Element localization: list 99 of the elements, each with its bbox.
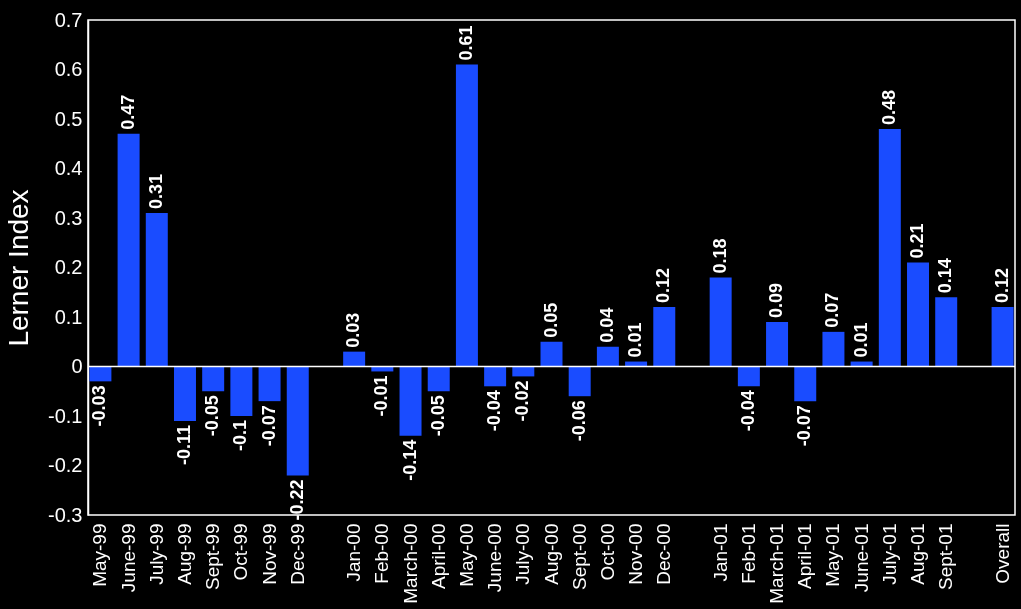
bar [455, 64, 478, 367]
y-tick-label: -0.1 [48, 404, 83, 427]
bar [258, 366, 281, 402]
bar [540, 341, 563, 367]
y-tick-label: 0 [71, 355, 83, 377]
y-axis-title: Lerner Index [3, 189, 35, 347]
bar [202, 366, 225, 392]
data-label: -0.04 [484, 390, 505, 432]
data-label: 0.12 [991, 268, 1012, 304]
x-tick-label: May-01 [822, 523, 844, 587]
data-label: 0.14 [935, 258, 956, 294]
bar [709, 277, 732, 367]
x-tick-label: March-00 [399, 523, 421, 604]
x-tick-label: Nov-99 [258, 523, 280, 585]
x-tick-label: June-01 [850, 523, 872, 593]
bar [399, 366, 422, 436]
data-label: 0.07 [822, 292, 843, 328]
x-tick-label: Sept-00 [568, 523, 590, 591]
bar [117, 133, 140, 367]
data-label: -0.02 [512, 380, 533, 422]
data-label: -0.22 [286, 479, 307, 521]
bar [907, 262, 930, 367]
bar [766, 321, 789, 367]
data-label: -0.05 [202, 395, 223, 437]
bar [230, 366, 253, 416]
bar [737, 366, 760, 387]
x-tick-label: May-99 [89, 523, 111, 587]
x-tick-label: June-00 [484, 523, 506, 593]
y-tick-label: -0.3 [48, 503, 83, 526]
bar [653, 307, 676, 367]
bar [89, 366, 112, 382]
x-tick-label: Nov-00 [625, 523, 647, 585]
y-tick-label: 0.6 [54, 58, 83, 80]
bar [484, 366, 507, 387]
x-tick-label: Oct-99 [230, 523, 252, 581]
data-label: -0.11 [173, 424, 194, 465]
x-tick-label: Aug-01 [907, 523, 929, 585]
y-tick-label: 0.3 [54, 206, 83, 229]
data-label: 0.09 [766, 282, 787, 318]
y-tick-label: 0.2 [54, 256, 83, 278]
x-tick-label: July-00 [512, 523, 534, 585]
x-tick-label: July-99 [145, 523, 167, 585]
x-tick-label: Overall [991, 523, 1013, 584]
bar [568, 366, 591, 397]
data-label: -0.05 [427, 395, 448, 437]
y-tick-label: 0.5 [54, 107, 83, 130]
data-label: 0.61 [455, 25, 476, 61]
data-label: -0.14 [399, 439, 420, 481]
bar [878, 128, 901, 367]
x-tick-label: Dec-99 [286, 523, 308, 585]
bar [794, 366, 817, 402]
data-label: -0.04 [737, 390, 758, 432]
bar [822, 331, 845, 367]
x-tick-label: July-01 [878, 523, 900, 585]
y-tick-label: 0.4 [54, 157, 83, 179]
data-label: 0.18 [709, 238, 730, 274]
bar [173, 366, 196, 421]
x-tick-label: Aug-00 [540, 523, 562, 585]
x-tick-label: March-01 [766, 523, 788, 604]
bar [991, 307, 1014, 367]
y-tick-label: 0.7 [54, 8, 83, 31]
data-label: 0.04 [596, 307, 617, 343]
x-tick-label: June-99 [117, 523, 139, 593]
data-label: -0.06 [568, 400, 589, 442]
data-label: -0.07 [258, 405, 279, 447]
data-label: 0.05 [540, 302, 561, 338]
x-tick-label: Oct-00 [596, 523, 618, 581]
bar [935, 297, 958, 367]
bar [286, 366, 309, 476]
data-label: 0.21 [907, 223, 928, 259]
data-label: 0.03 [343, 312, 364, 348]
x-tick-label: May-00 [455, 523, 477, 587]
x-tick-label: Dec-00 [653, 523, 675, 585]
x-tick-label: Feb-00 [371, 523, 393, 584]
x-tick-label: Aug-99 [173, 523, 195, 585]
bar [596, 346, 619, 367]
y-tick-label: 0.1 [54, 305, 83, 328]
data-label: -0.07 [794, 405, 815, 447]
y-tick-label: -0.2 [48, 454, 83, 476]
data-label: 0.47 [117, 94, 138, 130]
data-label: -0.03 [89, 385, 110, 427]
data-label: -0.1 [230, 420, 251, 452]
x-tick-label: Feb-01 [737, 523, 759, 584]
data-label: 0.12 [653, 268, 674, 304]
bar [343, 351, 366, 367]
bar [145, 213, 168, 367]
bar [427, 366, 450, 392]
data-label: -0.01 [371, 375, 392, 417]
x-tick-label: April-00 [427, 523, 449, 589]
data-label: 0.01 [625, 322, 646, 358]
x-tick-label: Jan-00 [343, 523, 365, 582]
x-tick-label: Sept-99 [202, 523, 224, 591]
data-label: 0.48 [878, 89, 899, 125]
x-tick-label: April-01 [794, 523, 816, 589]
x-tick-label: Jan-01 [709, 523, 731, 582]
data-label: 0.01 [850, 322, 871, 358]
data-label: 0.31 [145, 174, 166, 210]
x-tick-label: Sept-01 [935, 523, 957, 591]
bar [512, 366, 535, 377]
